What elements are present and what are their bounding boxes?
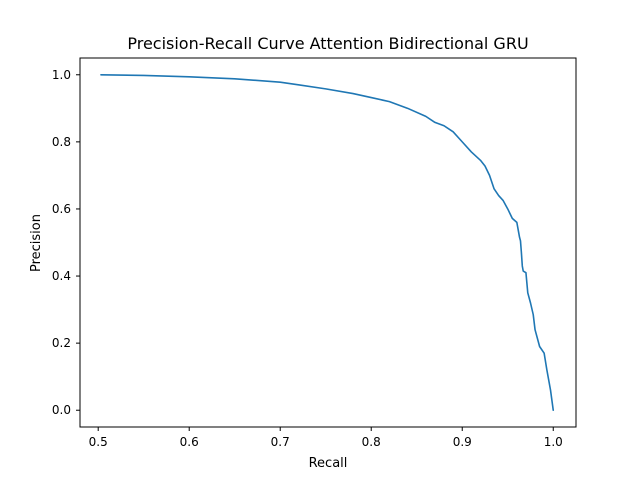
x-tick-label: 0.7 — [271, 435, 290, 449]
plot-frame — [79, 57, 577, 428]
x-tick-label: 0.5 — [89, 435, 108, 449]
precision-recall-line — [100, 73, 555, 412]
x-axis-label: Recall — [309, 456, 348, 471]
y-tick-label: 0.4 — [52, 269, 71, 283]
x-tick-label: 1.0 — [544, 435, 563, 449]
y-tick-label: 0.0 — [52, 403, 71, 417]
x-tick-label: 0.8 — [362, 435, 381, 449]
y-tick-label: 1.0 — [52, 68, 71, 82]
y-tick-label: 0.8 — [52, 135, 71, 149]
line-layer — [100, 73, 555, 412]
chart-title: Precision-Recall Curve Attention Bidirec… — [127, 34, 528, 53]
ticks-layer: 0.5 0.6 0.7 0.8 0.9 1.0 0.0 0.2 0.4 0.6 0.8 1.0 — [52, 68, 563, 449]
y-axis-label: Precision — [29, 214, 44, 272]
y-tick-label: 0.6 — [52, 202, 71, 216]
x-tick-label: 0.6 — [180, 435, 199, 449]
x-tick-label: 0.9 — [453, 435, 472, 449]
y-tick-label: 0.2 — [52, 336, 71, 350]
